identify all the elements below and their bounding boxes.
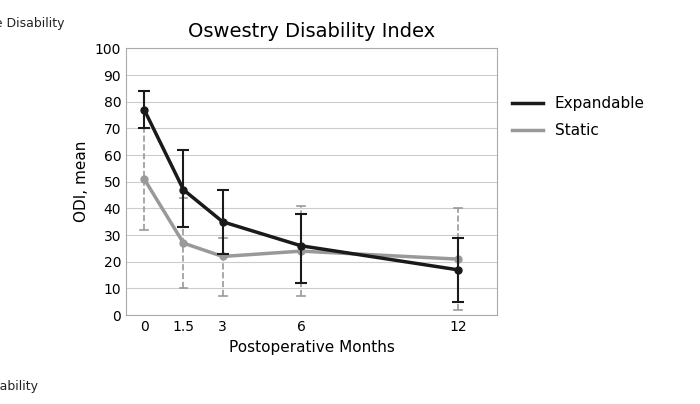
Y-axis label: ODI, mean: ODI, mean [74, 141, 89, 223]
X-axis label: Postoperative Months: Postoperative Months [229, 339, 394, 355]
Text: Severe Disability: Severe Disability [0, 17, 64, 30]
Title: Oswestry Disability Index: Oswestry Disability Index [188, 22, 435, 41]
Legend: Expandable, Static: Expandable, Static [512, 96, 645, 138]
Text: No Disability: No Disability [0, 380, 38, 393]
